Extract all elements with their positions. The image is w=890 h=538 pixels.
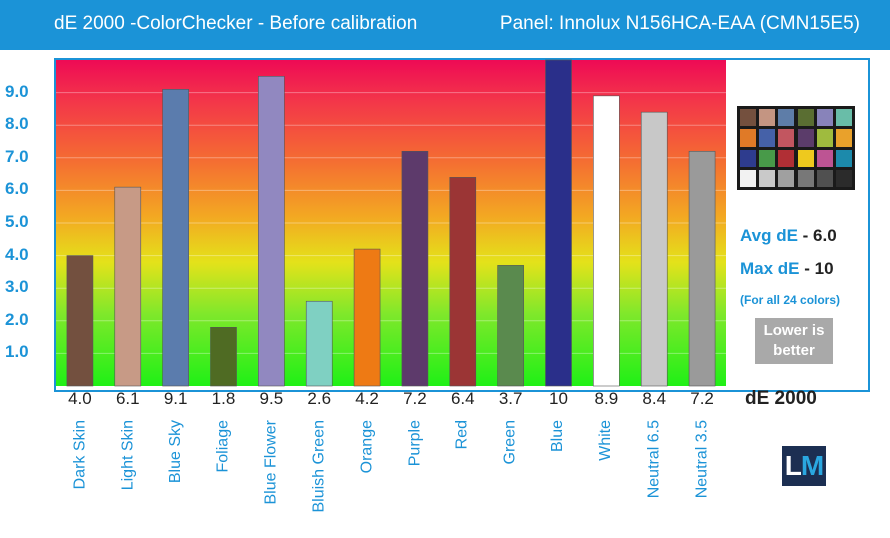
y-tick-label: 2.0 (5, 309, 29, 329)
bar-white (593, 95, 620, 387)
swatch-patch (835, 129, 852, 147)
swatch-patch (835, 109, 852, 127)
x-category-label: Red (453, 420, 471, 450)
swatch-patch (740, 169, 757, 187)
x-category-label: Light Skin (118, 420, 136, 491)
swatch-patch (797, 109, 814, 127)
bar-red (449, 177, 477, 387)
swatch-patch (797, 149, 814, 167)
value-label: 6.4 (451, 389, 475, 408)
bar-dark-skin (66, 255, 94, 387)
max-de: Max dE - 10 (740, 259, 834, 279)
value-label: 8.4 (642, 389, 666, 408)
value-label: 2.6 (307, 389, 331, 408)
bar-green (497, 265, 524, 387)
swatch-patch (778, 149, 795, 167)
value-label: 7.2 (403, 389, 427, 408)
swatch-patch (778, 129, 795, 147)
swatch-patch (797, 169, 814, 187)
logo-letter-m: M (800, 450, 824, 481)
bar-neutral-35 (688, 150, 716, 387)
x-category-label: Blue Sky (166, 420, 184, 484)
avg-de: Avg dE - 6.0 (740, 226, 837, 246)
header-bar: dE 2000 -ColorChecker - Before calibrati… (0, 0, 890, 50)
value-label: 10 (549, 389, 568, 408)
value-label: 3.7 (499, 389, 523, 408)
bar-blue (545, 59, 572, 387)
bar-neutral-65 (640, 111, 668, 387)
de-metric-label: dE 2000 (745, 388, 817, 409)
y-tick-label: 7.0 (5, 146, 29, 166)
bar-purple (401, 150, 429, 387)
swatch-patch (759, 149, 776, 167)
lower-badge-line1: Lower is (763, 322, 825, 339)
x-category-label: Green (501, 420, 519, 465)
bar-blue-flower (258, 76, 285, 387)
swatch-patch (816, 149, 833, 167)
panel-label: Panel: Innolux N156HCA-EAA (CMN15E5) (499, 13, 860, 34)
x-category-label: Orange (358, 420, 376, 474)
colorchecker-swatch (737, 106, 855, 190)
y-tick-label: 4.0 (5, 244, 29, 264)
swatch-patch (778, 109, 795, 127)
swatch-patch (740, 109, 757, 127)
value-label: 6.1 (116, 389, 140, 408)
bar-foliage (210, 327, 237, 387)
x-category-label: Blue (549, 420, 567, 453)
swatch-patch (835, 169, 852, 187)
x-category-label: Bluish Green (310, 420, 328, 513)
value-label: 1.8 (212, 389, 236, 408)
x-category-label: Purple (405, 420, 423, 467)
swatch-patch (835, 149, 852, 167)
swatch-patch (797, 129, 814, 147)
y-tick-label: 8.0 (5, 114, 29, 134)
value-label: 9.1 (164, 389, 188, 408)
swatch-patch (778, 169, 795, 187)
logo-letter-l: L (784, 450, 802, 481)
avg-de-label: Avg dE (740, 226, 798, 245)
value-label: 4.0 (68, 389, 92, 408)
max-de-value: - 10 (804, 259, 834, 278)
laptopmedia-logo: LM (782, 446, 826, 486)
value-label: 9.5 (260, 389, 284, 408)
swatch-patch (816, 169, 833, 187)
swatch-patch (759, 169, 776, 187)
x-category-label: Blue Flower (262, 420, 280, 505)
y-tick-label: 5.0 (5, 212, 29, 231)
bar-orange (353, 248, 381, 387)
swatch-patch (816, 109, 833, 127)
swatch-patch (740, 129, 757, 147)
x-category-label: Neutral 3.5 (693, 420, 711, 499)
x-category-label: Neutral 6.5 (645, 420, 663, 499)
value-label: 4.2 (355, 389, 379, 408)
bar-bluish-green (305, 300, 333, 387)
value-label: 7.2 (690, 389, 714, 408)
lower-is-better-badge: Lower is better (755, 318, 833, 364)
y-tick-label: 3.0 (5, 277, 29, 297)
swatch-patch (816, 129, 833, 147)
x-category-label: Dark Skin (70, 420, 88, 490)
y-tick-label: 6.0 (5, 179, 29, 199)
avg-de-value: - 6.0 (802, 226, 837, 245)
bar-blue-sky (162, 89, 189, 387)
swatch-patch (759, 109, 776, 127)
value-label: 8.9 (595, 389, 619, 408)
all-colors-note: (For all 24 colors) (740, 293, 841, 307)
swatch-patch (740, 149, 757, 167)
y-tick-label: 9.0 (5, 81, 29, 101)
lower-badge-line2: better (773, 342, 815, 359)
swatch-patch (759, 129, 776, 147)
y-tick-label: 1.0 (5, 342, 29, 362)
x-category-label: White (597, 420, 615, 461)
chart-title: dE 2000 -ColorChecker - Before calibrati… (54, 13, 418, 34)
x-category-label: Foliage (214, 420, 232, 473)
max-de-label: Max dE (740, 259, 800, 278)
bar-light-skin (114, 186, 142, 387)
